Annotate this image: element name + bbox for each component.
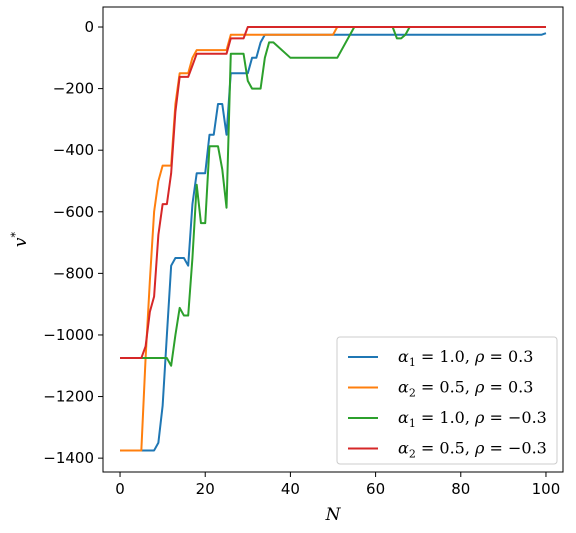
legend-item: α1 = 1.0, ρ = 0.3 [348,347,533,369]
y-axis-ticks: 0 −200 −400 −600 −800 −1000 −1200 −1400 [43,18,103,467]
series-line-1 [120,32,547,452]
legend-item: α1 = 1.0, ρ = −0.3 [348,408,547,430]
legend-label: α2 = 0.5, ρ = −0.3 [398,439,547,461]
y-tick-label: −1200 [43,388,94,406]
series-line-3 [120,26,546,367]
x-tick-label: 20 [196,480,215,498]
y-tick-label: −1000 [43,326,94,344]
y-tick-label: −800 [53,264,94,282]
y-tick-label: −1400 [43,449,94,467]
plot-lines [120,26,547,452]
legend-label: α1 = 1.0, ρ = 0.3 [398,347,533,369]
legend: α1 = 1.0, ρ = 0.3 α2 = 0.5, ρ = 0.3 α1 = 1… [336,336,558,465]
legend-item: α2 = 0.5, ρ = −0.3 [348,439,547,461]
x-axis-ticks: 0 20 40 60 80 100 [115,472,560,498]
legend-label: α1 = 1.0, ρ = −0.3 [398,408,547,430]
legend-frame [336,336,558,465]
x-axis-label: N [325,505,342,525]
y-axis-label-superscript: * [9,231,22,237]
x-tick-label: 100 [532,480,561,498]
legend-item: α2 = 0.5, ρ = 0.3 [348,378,533,400]
plot-frame [102,6,564,473]
y-axis-label: v* [9,231,31,247]
y-tick-label: 0 [84,18,94,36]
y-axis-label-symbol: v [11,237,31,247]
x-tick-label: 80 [451,480,470,498]
x-tick-label: 0 [115,480,125,498]
y-tick-label: −600 [53,203,94,221]
x-tick-label: 40 [281,480,300,498]
x-tick-label: 60 [366,480,385,498]
series-line-4 [120,26,546,360]
legend-label: α2 = 0.5, ρ = 0.3 [398,378,533,400]
y-tick-label: −200 [53,80,94,98]
y-tick-label: −400 [53,141,94,159]
